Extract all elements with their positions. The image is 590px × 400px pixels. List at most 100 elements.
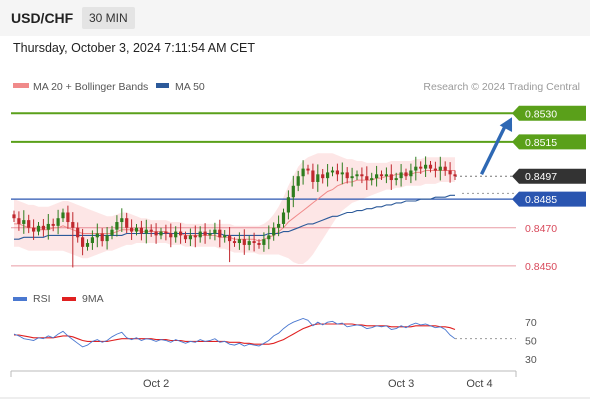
- candle-body: [242, 239, 246, 245]
- candle-body: [394, 178, 398, 181]
- datetime-label: Thursday, October 3, 2024 7:11:54 AM CET: [13, 41, 256, 55]
- candle-body: [360, 174, 364, 177]
- candle-body: [154, 231, 158, 236]
- candle-body: [301, 168, 305, 177]
- candle-body: [22, 220, 26, 224]
- level-tag-0.8485: 0.8485: [525, 194, 557, 206]
- candle-body: [296, 176, 300, 186]
- candle-body: [76, 227, 80, 238]
- candle-body: [169, 233, 173, 238]
- projection-arrow-head: [499, 117, 513, 133]
- candle-body: [159, 231, 163, 236]
- level-tag-bg-0.8530: [512, 105, 586, 121]
- candle-body: [414, 166, 418, 171]
- candle-body: [213, 229, 217, 234]
- projection-arrow-shaft: [479, 121, 509, 175]
- candle-body: [306, 168, 310, 171]
- candle-body: [56, 218, 60, 226]
- candle-body: [384, 174, 388, 177]
- level-tag-bg-0.8485: [512, 191, 586, 207]
- legend-swatch-ma50: [156, 83, 169, 88]
- candle-body: [105, 235, 109, 242]
- candle-body: [433, 168, 437, 171]
- candle-body: [438, 166, 442, 171]
- candle-body: [95, 233, 99, 238]
- candle-body: [379, 174, 384, 177]
- level-tag-0.8515: 0.8515: [525, 137, 557, 149]
- level-tag-bg-0.8497: [512, 168, 586, 184]
- rsi-tick-70: 70: [525, 317, 537, 329]
- candle-body: [321, 174, 325, 179]
- candle-body: [252, 241, 256, 244]
- candle-body: [110, 229, 114, 236]
- candle-body: [130, 227, 134, 232]
- candle-body: [139, 227, 143, 234]
- candle-body: [232, 241, 237, 244]
- bollinger-band-area: [14, 153, 455, 264]
- candle-body: [419, 166, 423, 169]
- candle-body: [46, 223, 50, 230]
- candle-body: [144, 229, 148, 234]
- candle-body: [330, 170, 335, 173]
- time-tick-label: Oct 4: [466, 378, 492, 390]
- candle-body: [179, 231, 183, 236]
- candle-body: [134, 227, 139, 232]
- candle-body: [311, 170, 315, 182]
- level-tag-0.8470: 0.8470: [525, 223, 557, 235]
- legend-swatch-ma20: [13, 83, 29, 88]
- legend-label-ma20: MA 20 + Bollinger Bands: [33, 81, 148, 93]
- candle-body: [198, 231, 202, 238]
- rsi-ma-line: [14, 323, 456, 345]
- candle-body: [428, 164, 433, 169]
- symbol-label: USD/CHF: [11, 10, 74, 26]
- candle-body: [149, 229, 153, 232]
- candle-body: [32, 227, 36, 232]
- candle-body: [272, 227, 276, 236]
- main-plot: 0.8530 0.8515 0.8497 0.8485 0.8470 0.8450: [11, 105, 586, 273]
- level-tag-bg-0.8515: [512, 134, 586, 150]
- candle-body: [424, 164, 428, 169]
- candle-body: [291, 185, 295, 198]
- candle-body: [228, 235, 232, 242]
- legend-swatch-rsi: [13, 297, 27, 301]
- legend-swatch-rsi-ma: [62, 297, 76, 301]
- candle-body: [370, 178, 374, 181]
- candle-body: [399, 172, 403, 179]
- candle-body: [41, 225, 45, 230]
- candle-body: [355, 174, 359, 177]
- candle-body: [350, 176, 354, 179]
- candle-body: [277, 223, 281, 228]
- candle-body: [218, 229, 222, 238]
- candle-body: [281, 212, 286, 224]
- candle-body: [326, 172, 330, 179]
- candle-body: [448, 170, 452, 175]
- candle-body: [12, 214, 16, 219]
- candle-body: [61, 212, 65, 219]
- candle-body: [100, 233, 104, 242]
- candle-body: [90, 237, 94, 244]
- legend-label-ma50: MA 50: [175, 81, 205, 93]
- candle-body: [262, 239, 266, 245]
- legend-label-rsi: RSI: [33, 293, 51, 305]
- candle-body: [174, 231, 178, 238]
- candle-body: [443, 166, 447, 171]
- rsi-line: [13, 318, 456, 348]
- candle-body: [27, 220, 31, 228]
- candle-body: [36, 225, 41, 232]
- candle-body: [316, 174, 320, 182]
- candle-body: [164, 231, 168, 234]
- candle-body: [208, 233, 212, 236]
- time-tick-label: Oct 2: [143, 378, 169, 390]
- candle-body: [365, 176, 369, 181]
- candle-body: [81, 237, 85, 247]
- header-bar: USD/CHF 30 MIN: [0, 0, 590, 36]
- candle-body: [389, 174, 393, 181]
- timeframe-button[interactable]: 30 MIN: [82, 7, 135, 29]
- candle-body: [115, 222, 119, 230]
- candle-body: [66, 212, 70, 223]
- candle-body: [183, 235, 188, 240]
- candle-body: [453, 174, 457, 177]
- candle-body: [51, 223, 55, 226]
